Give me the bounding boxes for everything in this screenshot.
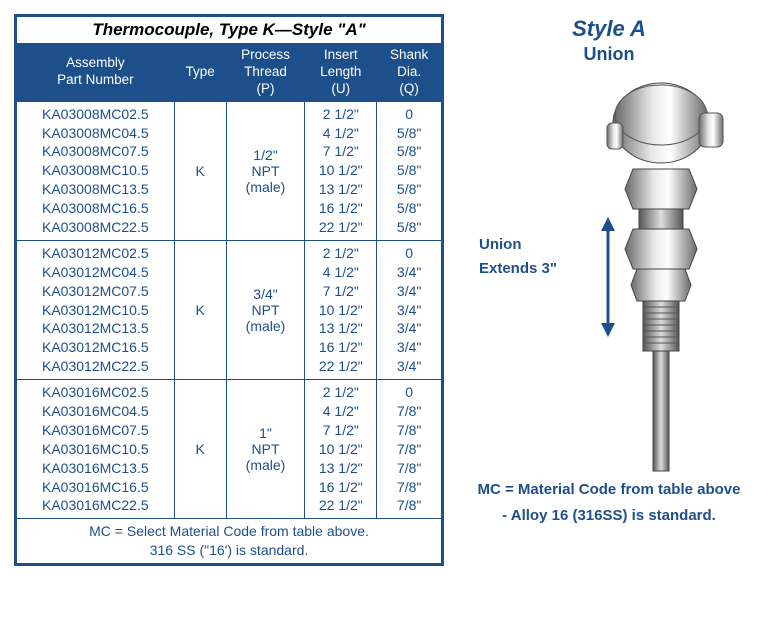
style-title: Style A [464,16,754,42]
col-header-shank: Shank Dia. (Q) [377,44,443,102]
table-row: KA03012MC02.5KA03012MC04.5KA03012MC07.5K… [16,240,443,379]
cell-type: K [174,101,226,240]
col-header-part: Assembly Part Number [16,44,175,102]
cell-thread: 1" NPT (male) [226,380,305,519]
cell-type: K [174,380,226,519]
cell-lengths: 2 1/2"4 1/2"7 1/2"10 1/2"13 1/2"16 1/2"2… [305,101,377,240]
cell-lengths: 2 1/2"4 1/2"7 1/2"10 1/2"13 1/2"16 1/2"2… [305,240,377,379]
cell-shanks: 07/8"7/8"7/8"7/8"7/8"7/8" [377,380,443,519]
cell-thread: 3/4" NPT (male) [226,240,305,379]
style-subtitle: Union [464,44,754,65]
table-title: Thermocouple, Type K—Style "A" [16,16,443,44]
thermocouple-device-icon [599,73,739,473]
union-extends-label: Union Extends 3" [479,233,579,281]
cell-thread: 1/2" NPT (male) [226,101,305,240]
table-row: KA03008MC02.5KA03008MC04.5KA03008MC07.5K… [16,101,443,240]
material-code-note: MC = Material Code from table above - Al… [464,477,754,528]
col-header-length: Insert Length (U) [305,44,377,102]
cell-parts: KA03008MC02.5KA03008MC04.5KA03008MC07.5K… [16,101,175,240]
col-header-thread: Process Thread (P) [226,44,305,102]
spec-table: Thermocouple, Type K—Style "A" Assembly … [14,14,444,566]
cell-type: K [174,240,226,379]
cell-parts: KA03012MC02.5KA03012MC04.5KA03012MC07.5K… [16,240,175,379]
table-row: KA03016MC02.5KA03016MC04.5KA03016MC07.5K… [16,380,443,519]
table-footnote: MC = Select Material Code from table abo… [16,519,443,565]
thermocouple-illustration: Union Extends 3" [479,73,739,473]
cell-parts: KA03016MC02.5KA03016MC04.5KA03016MC07.5K… [16,380,175,519]
dimension-arrow-icon [597,217,619,337]
col-header-type: Type [174,44,226,102]
cell-shanks: 03/4"3/4"3/4"3/4"3/4"3/4" [377,240,443,379]
cell-shanks: 05/8"5/8"5/8"5/8"5/8"5/8" [377,101,443,240]
cell-lengths: 2 1/2"4 1/2"7 1/2"10 1/2"13 1/2"16 1/2"2… [305,380,377,519]
table-header-row: Assembly Part Number Type Process Thread… [16,44,443,102]
